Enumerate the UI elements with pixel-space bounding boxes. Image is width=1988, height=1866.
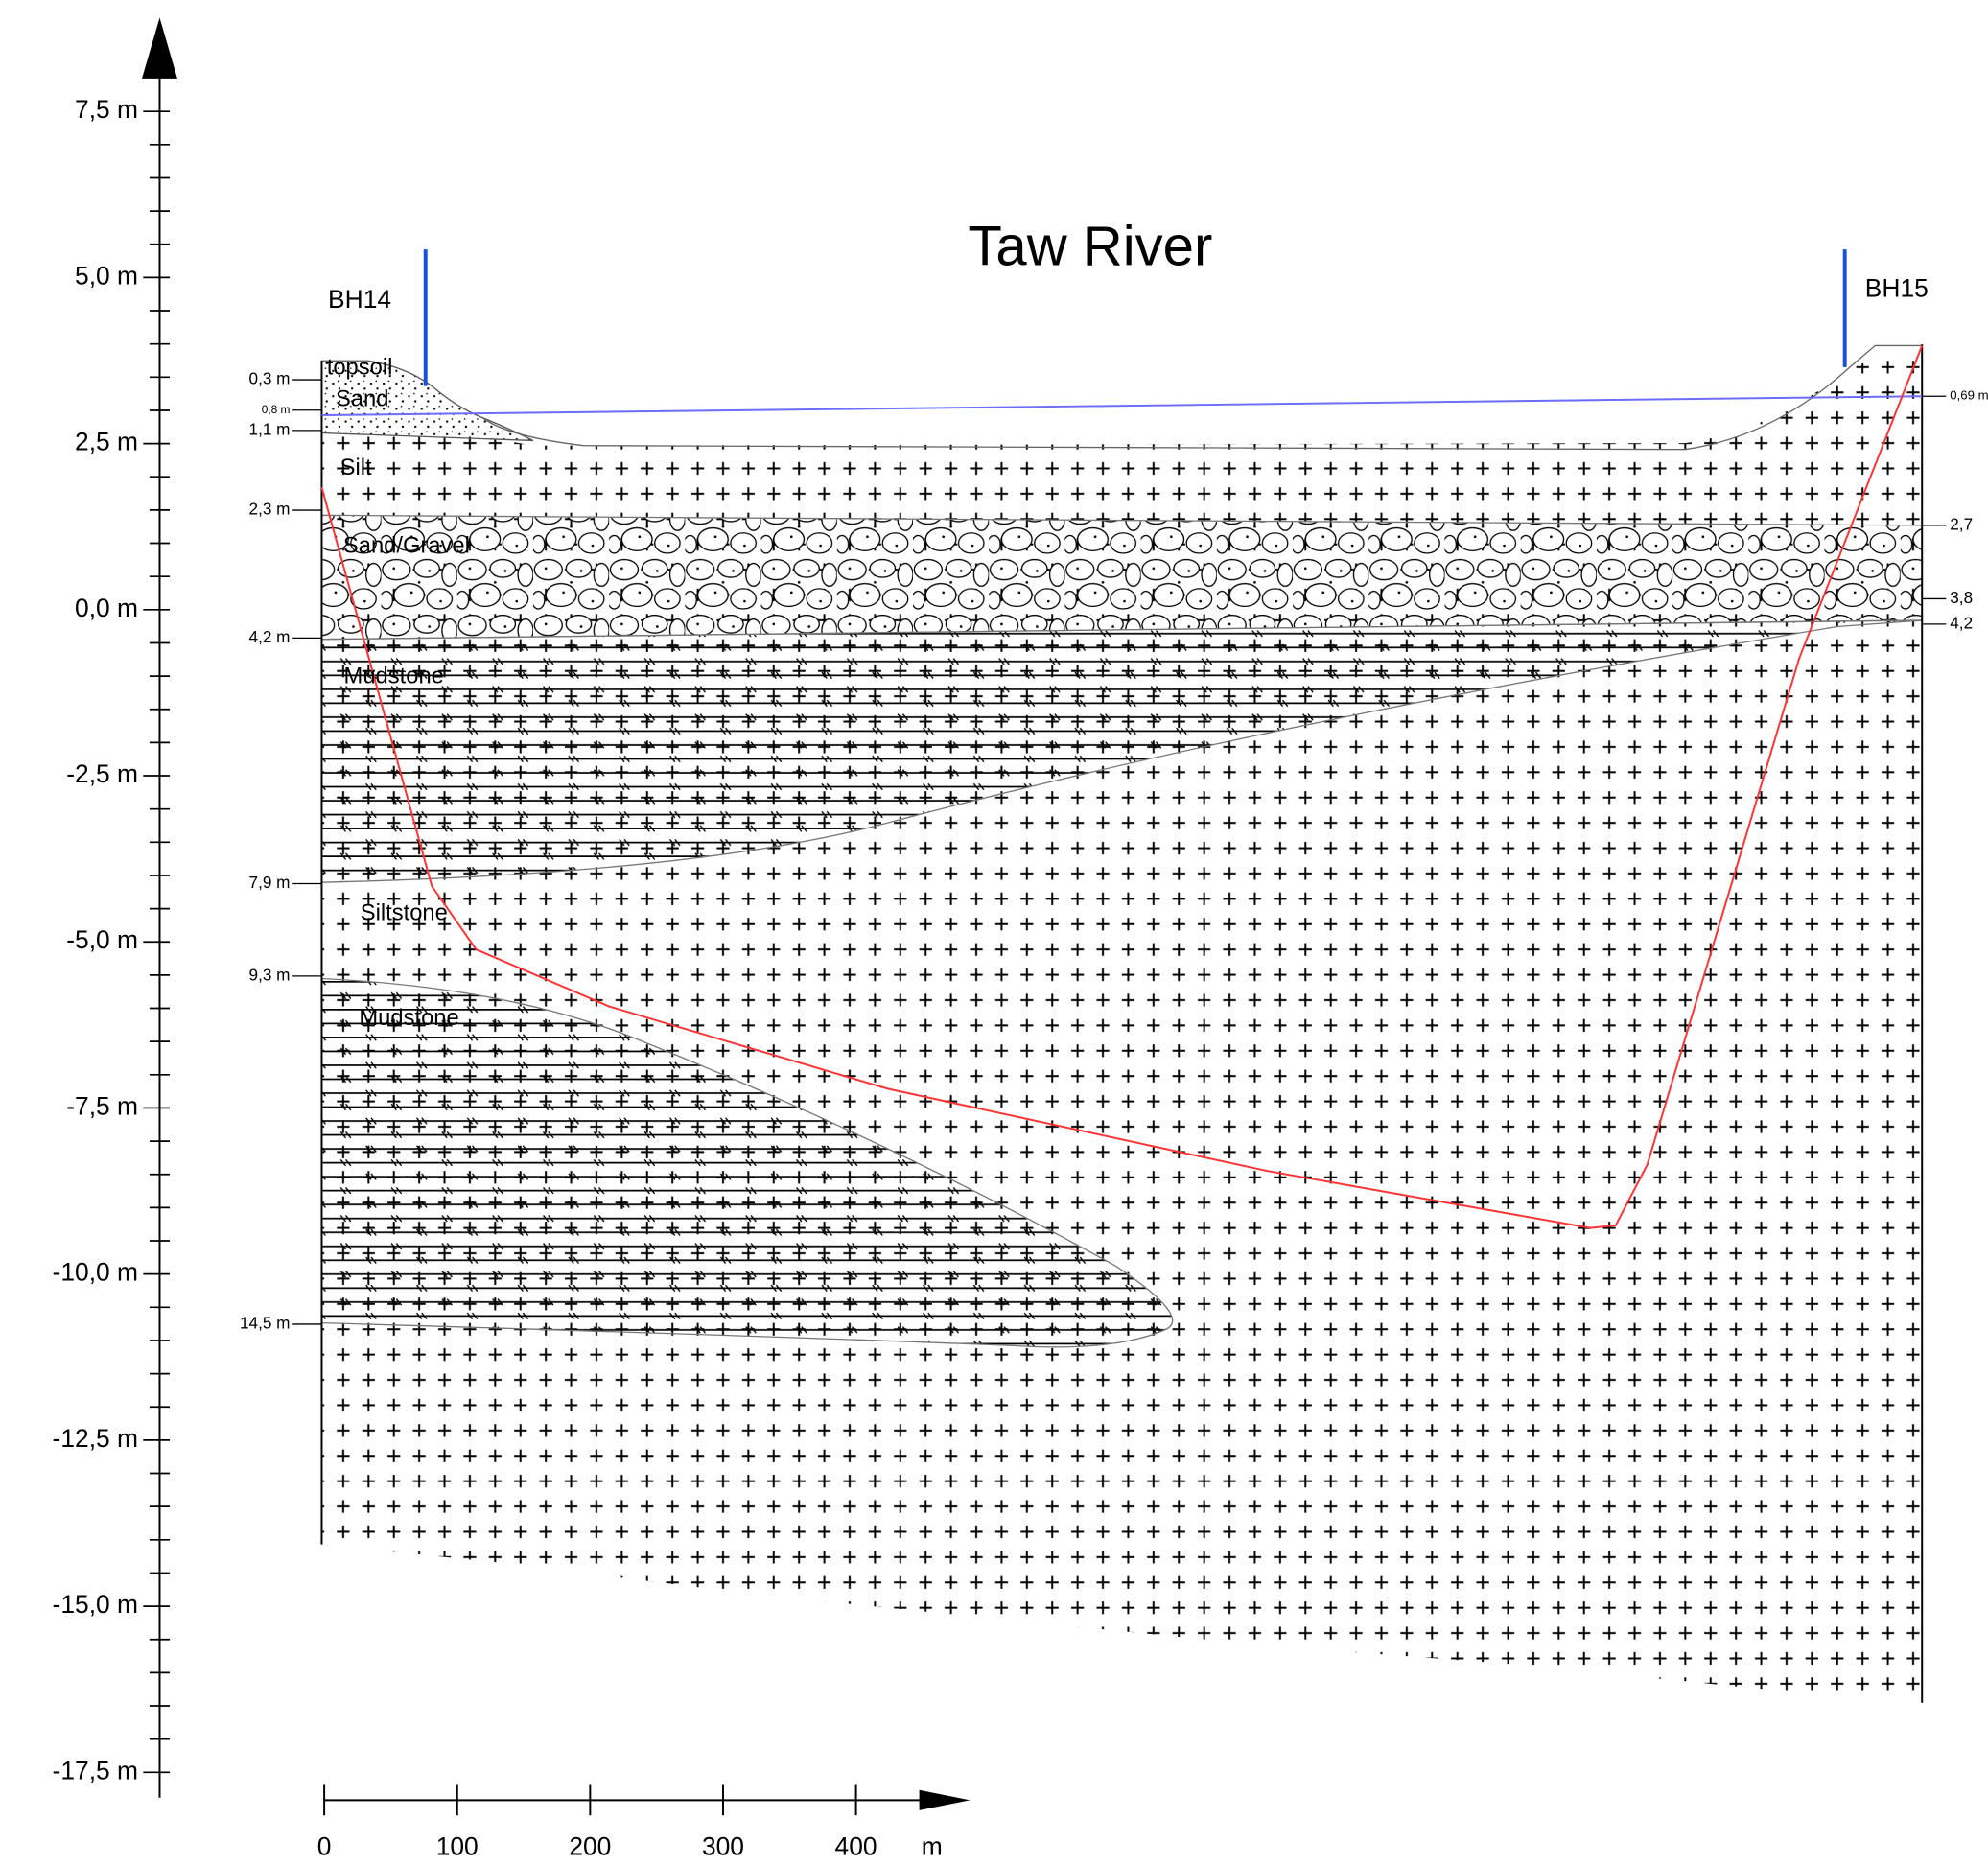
- depth-label: 4,2: [1950, 613, 1973, 632]
- depth-label: 0,8 m: [262, 403, 291, 416]
- elevation-label: -7,5 m: [66, 1091, 138, 1120]
- elevation-label: 7,5 m: [75, 95, 138, 124]
- distance-label: 100: [436, 1831, 479, 1860]
- elevation-label: -5,0 m: [66, 925, 138, 954]
- layer-label: Mudstone: [359, 1005, 458, 1031]
- distance-label: 300: [702, 1831, 744, 1860]
- elevation-label: -17,5 m: [53, 1756, 138, 1784]
- ticks: [143, 111, 170, 1772]
- page: {"title":"Taw River", "boreholes":["BH14…: [0, 0, 1988, 1866]
- depth-label: 4,2 m: [249, 627, 291, 646]
- water-table: [321, 396, 1922, 415]
- depth-label: 2,3 m: [249, 500, 291, 519]
- depth-label: 2,7: [1950, 514, 1973, 533]
- gravel: [321, 515, 1922, 639]
- elevation-label: -10,0 m: [53, 1258, 138, 1287]
- depth-label: 1,1 m: [249, 419, 291, 438]
- title: Taw River: [968, 216, 1212, 278]
- distance-label: 0: [317, 1831, 332, 1860]
- layer-label: Silt: [340, 455, 372, 480]
- layer-label: topsoil: [327, 354, 393, 380]
- layer-label: Siltstone: [361, 899, 448, 925]
- depth-label: 3,8: [1950, 588, 1973, 607]
- layer-label: Sand: [336, 385, 388, 411]
- layer-label: Sand/Gravel: [343, 533, 470, 559]
- axis-arrow: [920, 1790, 971, 1810]
- depth-label: 14,5 m: [240, 1313, 290, 1332]
- depth-label: 0,69 m: [1950, 388, 1988, 403]
- borehole-label: BH14: [328, 285, 391, 314]
- elevation-label: -15,0 m: [53, 1590, 138, 1619]
- surface: [482, 345, 1922, 449]
- elevation-label: 0,0 m: [75, 594, 138, 622]
- depth-label: 7,9 m: [249, 873, 291, 892]
- elevation-label: -12,5 m: [53, 1424, 138, 1453]
- depth-label: 9,3 m: [249, 965, 291, 984]
- cross-section: Taw River 7,5 m 5,0 m 2,5 m 0,0 m -2,5 m -5,0…: [0, 0, 1988, 1866]
- layer-label: Mudstone: [344, 664, 444, 689]
- depth-label: 0,3 m: [249, 369, 291, 388]
- elevation-label: -2,5 m: [66, 759, 138, 788]
- elevation-label: 5,0 m: [75, 261, 138, 290]
- distance-unit: m: [922, 1831, 943, 1860]
- distance-label: 400: [835, 1831, 877, 1860]
- borehole-label: BH15: [1865, 273, 1929, 302]
- elevation-label: 2,5 m: [75, 428, 138, 456]
- distance-label: 200: [569, 1831, 611, 1860]
- axis-arrow: [142, 17, 177, 78]
